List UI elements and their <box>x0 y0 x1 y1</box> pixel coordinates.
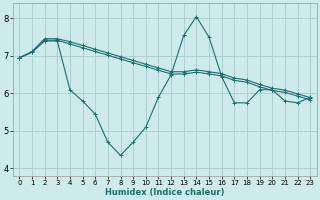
X-axis label: Humidex (Indice chaleur): Humidex (Indice chaleur) <box>105 188 225 197</box>
